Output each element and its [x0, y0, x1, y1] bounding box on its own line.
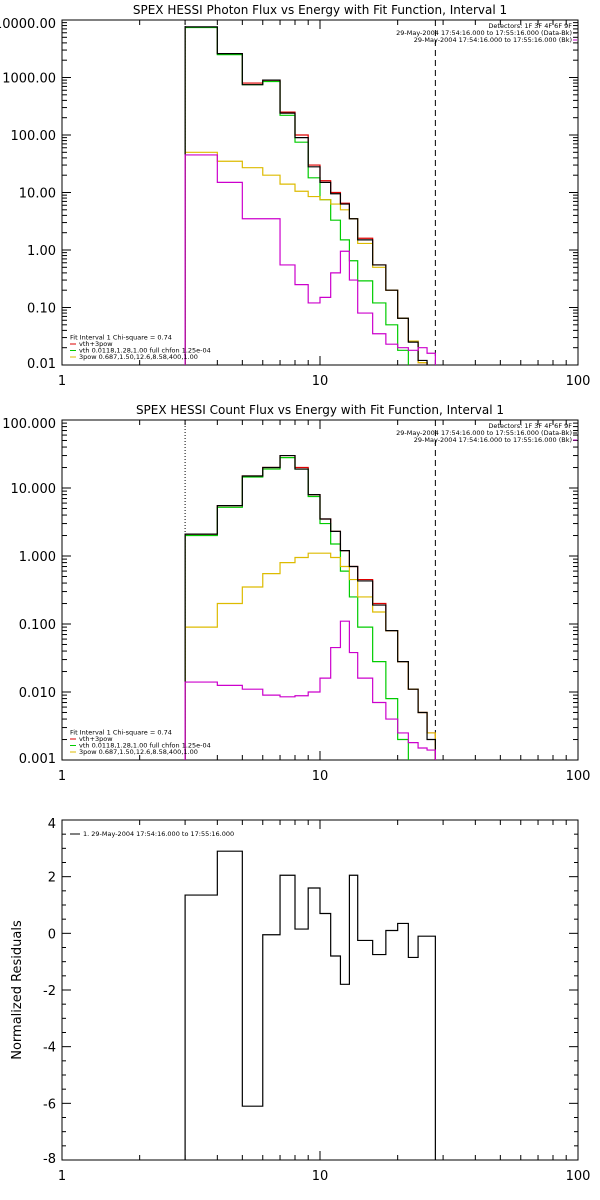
y-tick-label: -6	[43, 1097, 56, 1112]
info-line: Detectors: 1F 3F 4F 6F 9F	[488, 422, 572, 430]
chart-panel-3: 1 10 100 -8 -6 -4 -2 0 2 4 Normalized Residuals 1. …	[10, 817, 590, 1184]
plot-frame	[61, 419, 579, 761]
x-tick-label: 100	[566, 374, 591, 389]
info-line: 29-May-2004 17:54:16.000 to 17:55:16.000…	[414, 436, 572, 444]
y-tick-label: -4	[43, 1041, 56, 1056]
y-tick-label: 1.00	[27, 244, 56, 259]
y-tick-label: 0.100	[19, 618, 56, 633]
legend-entry: vth+3pow	[79, 340, 113, 348]
legend-entry: 3pow 0.687,1.50,12.6,8.58,400,1.00	[79, 353, 198, 361]
y-tick-label: 0.01	[27, 357, 56, 372]
y-tick-label: 10000.00	[0, 17, 56, 32]
y-tick-label: -8	[43, 1152, 56, 1167]
y-tick-label: 1.000	[19, 550, 56, 565]
legend-entry: vth 0.0118,1.28,1.00 full chfon 1.25e-04	[79, 742, 211, 750]
y-tick-label: 4	[48, 817, 56, 832]
x-tick-label: 10	[312, 374, 329, 389]
series-line-bk	[184, 620, 436, 760]
y-axis-label: Normalized Residuals	[10, 920, 25, 1060]
y-tick-label: 0.10	[27, 302, 56, 317]
y-tick-label: 100.00	[11, 129, 57, 144]
legend-entry: 1. 29-May-2004 17:54:16.000 to 17:55:16.…	[83, 830, 234, 838]
x-tick-label: 100	[566, 769, 591, 784]
x-tick-label: 1	[58, 374, 66, 389]
series-line-data-bk	[184, 454, 436, 760]
info-line: 29-May-2004 17:54:16.000 to 17:55:16.000…	[414, 36, 572, 44]
y-tick-label: 100.000	[2, 417, 56, 432]
chart-title: SPEX HESSI Count Flux vs Energy with Fit…	[136, 403, 504, 417]
legend-entry: vth+3pow	[79, 735, 113, 743]
x-tick-label: 10	[312, 1169, 329, 1184]
x-tick-label: 1	[58, 769, 66, 784]
y-tick-label: 10.000	[11, 482, 57, 497]
series-line-bk	[184, 154, 436, 365]
legend-header: Fit Interval 1 Chi-square = 0.74	[70, 729, 172, 737]
info-line: 29-May-2004 17:54:16.000 to 17:55:16.000…	[396, 29, 572, 37]
y-tick-label: 0.010	[19, 686, 56, 701]
y-tick-label: 2	[48, 871, 56, 886]
x-tick-label: 1	[58, 1169, 66, 1184]
y-tick-label: 10.00	[19, 187, 56, 202]
plot-frame	[61, 819, 579, 1161]
chart-title: SPEX HESSI Photon Flux vs Energy with Fi…	[133, 3, 507, 17]
x-tick-label: 10	[312, 769, 329, 784]
info-line: 29-May-2004 17:54:16.000 to 17:55:16.000…	[396, 429, 572, 437]
y-tick-label: 1000.00	[2, 72, 56, 87]
info-line: Detectors: 1F 3F 4F 6F 9F	[488, 22, 572, 30]
x-tick-label: 100	[566, 1169, 591, 1184]
legend-header: Fit Interval 1 Chi-square = 0.74	[70, 334, 172, 342]
legend-entry: vth 0.0118,1.28,1.00 full chfon 1.25e-04	[79, 347, 211, 355]
y-tick-label: 0.001	[19, 752, 56, 767]
chart-panel-1: SPEX HESSI Photon Flux vs Energy with Fi…	[0, 3, 591, 389]
y-tick-label: 0	[48, 927, 56, 942]
chart-panel-2: SPEX HESSI Count Flux vs Energy with Fit…	[2, 403, 591, 784]
series-line-1-29-may-2004-17-54-16-000-to-17-55-16-000	[184, 850, 436, 1160]
y-tick-label: -2	[43, 984, 56, 999]
series-line-data-bk	[184, 26, 436, 365]
legend-entry: 3pow 0.687,1.50,12.6,8.58,400,1.00	[79, 748, 198, 756]
